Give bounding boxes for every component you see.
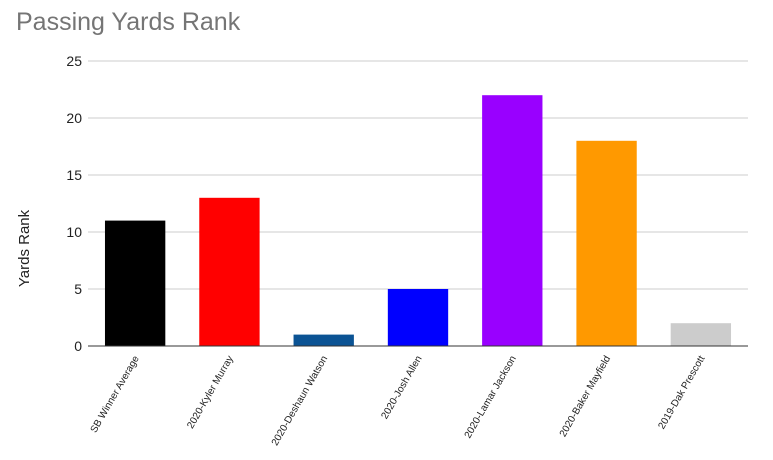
- y-axis-title: Yards Rank: [16, 209, 33, 287]
- x-category-label: 2020-Lamar Jackson: [463, 354, 519, 440]
- y-tick-label: 15: [66, 167, 82, 183]
- x-category-label: 2019-Dak Prescott: [657, 354, 708, 431]
- bar: [576, 140, 637, 346]
- bar: [104, 220, 166, 346]
- y-tick-label: 10: [66, 224, 82, 240]
- bar: [482, 95, 543, 346]
- bars: [104, 95, 732, 346]
- y-axis-ticks: 0 5 10 15 20 25: [66, 53, 82, 354]
- bar: [670, 323, 732, 346]
- x-category-label: SB Winner Average: [89, 354, 142, 435]
- y-tick-label: 5: [74, 281, 82, 297]
- y-tick-label: 20: [66, 110, 82, 126]
- x-category-label: 2020-Josh Allen: [379, 354, 424, 421]
- bar: [293, 334, 354, 346]
- gridlines: [88, 60, 748, 290]
- y-tick-label: 0: [74, 338, 82, 354]
- x-category-label: 2020-Deshaun Watson: [270, 354, 330, 448]
- x-axis-labels: SB Winner Average 2020-Kyler Murray 2020-D…: [89, 354, 708, 448]
- bar: [199, 197, 260, 346]
- chart-title: Passing Yards Rank: [16, 8, 241, 36]
- x-category-label: 2020-Baker Mayfield: [558, 354, 613, 439]
- x-category-label: 2020-Kyler Murray: [185, 354, 236, 431]
- bar: [387, 289, 449, 346]
- y-tick-label: 25: [66, 53, 82, 69]
